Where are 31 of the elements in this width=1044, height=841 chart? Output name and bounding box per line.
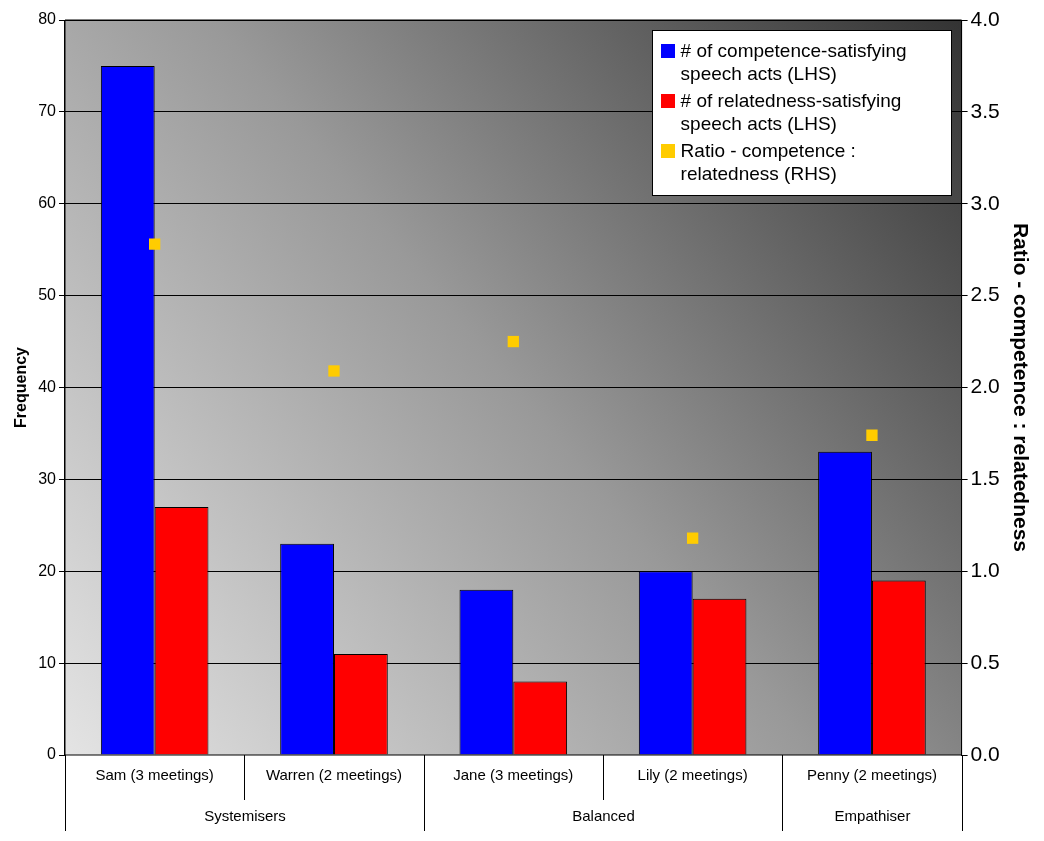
y-axis-title: Frequency [12, 346, 30, 428]
y2-tick-label: 2.5 [970, 282, 1000, 306]
text: Empathiser [834, 807, 911, 825]
x-tick-label: Jane (3 meetings) [453, 766, 574, 784]
y-tick-label: 20 [38, 561, 57, 579]
y2-tick-label: 3.5 [970, 98, 1000, 122]
y2-tick-label: 0.0 [970, 741, 1000, 765]
y2-tick-label: 4.0 [970, 6, 1000, 30]
y2-tick-label: 2.0 [970, 374, 1000, 398]
x-tick-label: Lily (2 meetings) [637, 766, 748, 784]
legend-label: Ratio - competence : relatedness (RHS) [680, 139, 857, 185]
y2-tick-label: 1.5 [970, 466, 1000, 490]
x-tick-label: Warren (2 meetings) [265, 766, 403, 784]
y-tick-label: 60 [38, 194, 57, 212]
y-tick-label: 40 [38, 377, 57, 395]
y2-tick-label: 3.0 [970, 190, 1000, 214]
y2-tick-label: 1.0 [970, 558, 1000, 582]
y-tick-label: 80 [38, 10, 57, 28]
text: Balanced [572, 807, 635, 825]
legend-label: # of relatedness-satisfying speech acts (LHS) [680, 89, 903, 135]
y-tick-label: 70 [38, 102, 57, 120]
text: Systemisers [204, 807, 286, 825]
x-tick-label: Penny (2 meetings) [806, 766, 937, 784]
y-tick-label: 30 [38, 469, 57, 487]
y-tick-label: 50 [38, 286, 57, 304]
y-tick-label: 10 [38, 653, 57, 671]
y2-axis-title: Ratio - competence : relatedness [1009, 222, 1033, 553]
x-tick-label: Sam (3 meetings) [95, 766, 214, 784]
y-tick-label: 0 [47, 745, 57, 763]
legend-label: # of competence-satisfying speech acts (LHS) [680, 39, 908, 85]
y2-tick-label: 0.5 [970, 649, 1000, 673]
